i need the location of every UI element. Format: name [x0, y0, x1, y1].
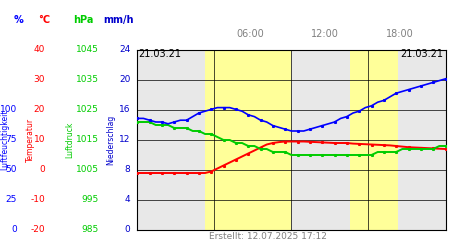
Text: Luftdruck: Luftdruck — [65, 122, 74, 158]
Text: 21.03.21: 21.03.21 — [400, 49, 443, 59]
Text: 1025: 1025 — [76, 106, 99, 114]
Text: Erstellt: 12.07.2025 17:12: Erstellt: 12.07.2025 17:12 — [209, 232, 327, 241]
Text: 40: 40 — [34, 46, 45, 54]
Text: 20: 20 — [119, 76, 130, 84]
Text: 10: 10 — [33, 136, 45, 144]
Text: 4: 4 — [125, 196, 130, 204]
Text: %: % — [14, 15, 24, 25]
Text: 16: 16 — [119, 106, 130, 114]
Text: 995: 995 — [82, 196, 99, 204]
Text: mm/h: mm/h — [104, 15, 134, 25]
Text: 30: 30 — [33, 76, 45, 84]
Text: °C: °C — [38, 15, 50, 25]
Bar — [398, 50, 446, 230]
Text: 20: 20 — [34, 106, 45, 114]
Text: -20: -20 — [31, 226, 45, 234]
Text: 0: 0 — [11, 226, 17, 234]
Text: 12: 12 — [119, 136, 130, 144]
Bar — [292, 50, 350, 230]
Text: 24: 24 — [119, 46, 130, 54]
Text: Niederschlag: Niederschlag — [106, 115, 115, 165]
Text: 06:00: 06:00 — [236, 29, 264, 39]
Text: 0: 0 — [125, 226, 130, 234]
Text: Temperatur: Temperatur — [26, 118, 35, 162]
Bar — [205, 50, 292, 230]
Text: 1035: 1035 — [76, 76, 99, 84]
Text: 1015: 1015 — [76, 136, 99, 144]
Text: 50: 50 — [5, 166, 17, 174]
Text: 75: 75 — [5, 136, 17, 144]
Text: 1005: 1005 — [76, 166, 99, 174]
Text: 8: 8 — [125, 166, 130, 174]
Text: 18:00: 18:00 — [386, 29, 414, 39]
Text: 0: 0 — [39, 166, 45, 174]
Text: 985: 985 — [82, 226, 99, 234]
Text: 21.03.21: 21.03.21 — [139, 49, 182, 59]
Bar — [137, 50, 205, 230]
Text: 100: 100 — [0, 106, 17, 114]
Text: 12:00: 12:00 — [311, 29, 339, 39]
Text: hPa: hPa — [73, 15, 94, 25]
Text: -10: -10 — [30, 196, 45, 204]
Text: Luftfeuchtigkeit: Luftfeuchtigkeit — [0, 110, 9, 170]
Bar — [350, 50, 398, 230]
Text: 1045: 1045 — [76, 46, 99, 54]
Text: 25: 25 — [6, 196, 17, 204]
